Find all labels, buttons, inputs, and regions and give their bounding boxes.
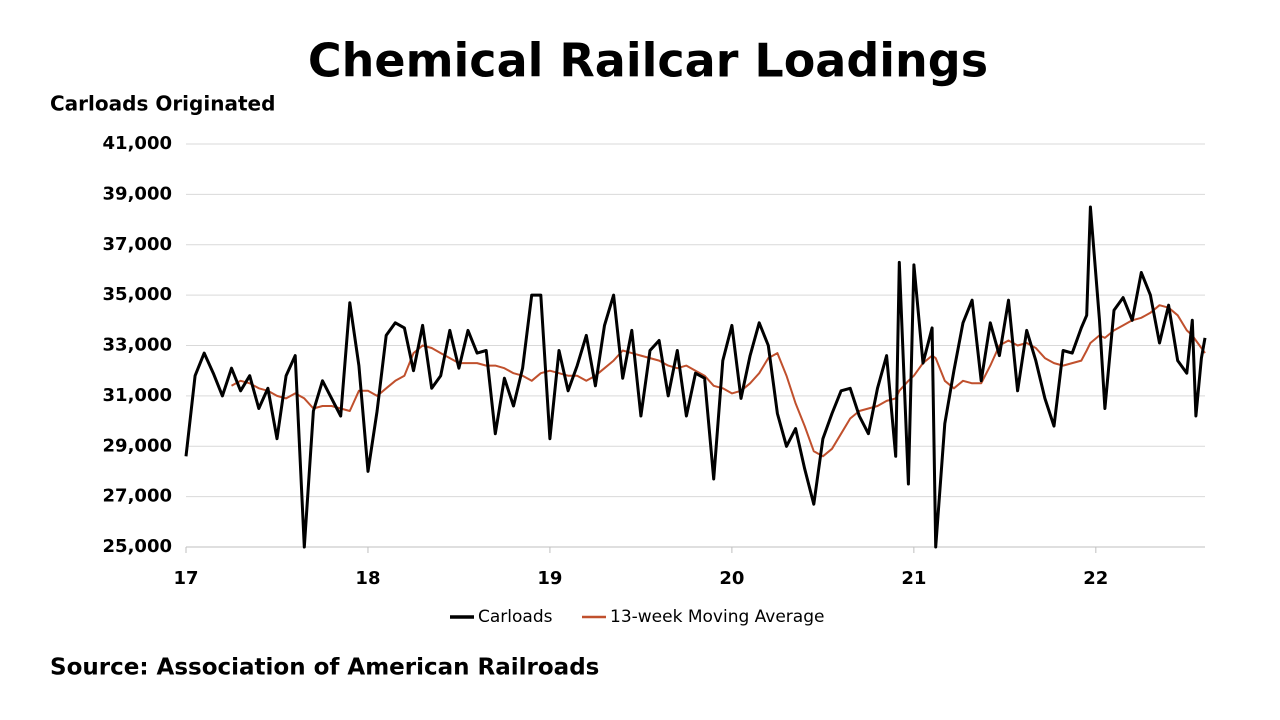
- x-tick-label: 21: [901, 568, 926, 589]
- series-line: [184, 205, 1207, 549]
- x-tick-label: 19: [537, 568, 562, 589]
- x-tick-label: 20: [719, 568, 744, 589]
- source: Source: Association of American Railroad…: [50, 655, 599, 681]
- y-tick-label: 37,000: [103, 234, 172, 255]
- y-tick-label: 39,000: [103, 183, 172, 204]
- x-tick-label: 17: [173, 568, 198, 589]
- y-tick-label: 29,000: [103, 435, 172, 456]
- chart-title: Chemical Railcar Loadings: [308, 34, 988, 88]
- x-tick-label: 18: [355, 568, 380, 589]
- y-tick-label: 33,000: [103, 335, 172, 356]
- legend-label: 13-week Moving Average: [610, 607, 824, 627]
- x-tick-label: 22: [1083, 568, 1108, 589]
- y-tick-label: 25,000: [103, 536, 172, 557]
- y-tick-label: 35,000: [103, 284, 172, 305]
- y-axis-label: Carloads Originated: [50, 92, 275, 116]
- y-tick-label: 27,000: [103, 486, 172, 507]
- y-tick-label: 31,000: [103, 385, 172, 406]
- y-tick-label: 41,000: [103, 133, 172, 154]
- legend-label: Carloads: [478, 607, 553, 627]
